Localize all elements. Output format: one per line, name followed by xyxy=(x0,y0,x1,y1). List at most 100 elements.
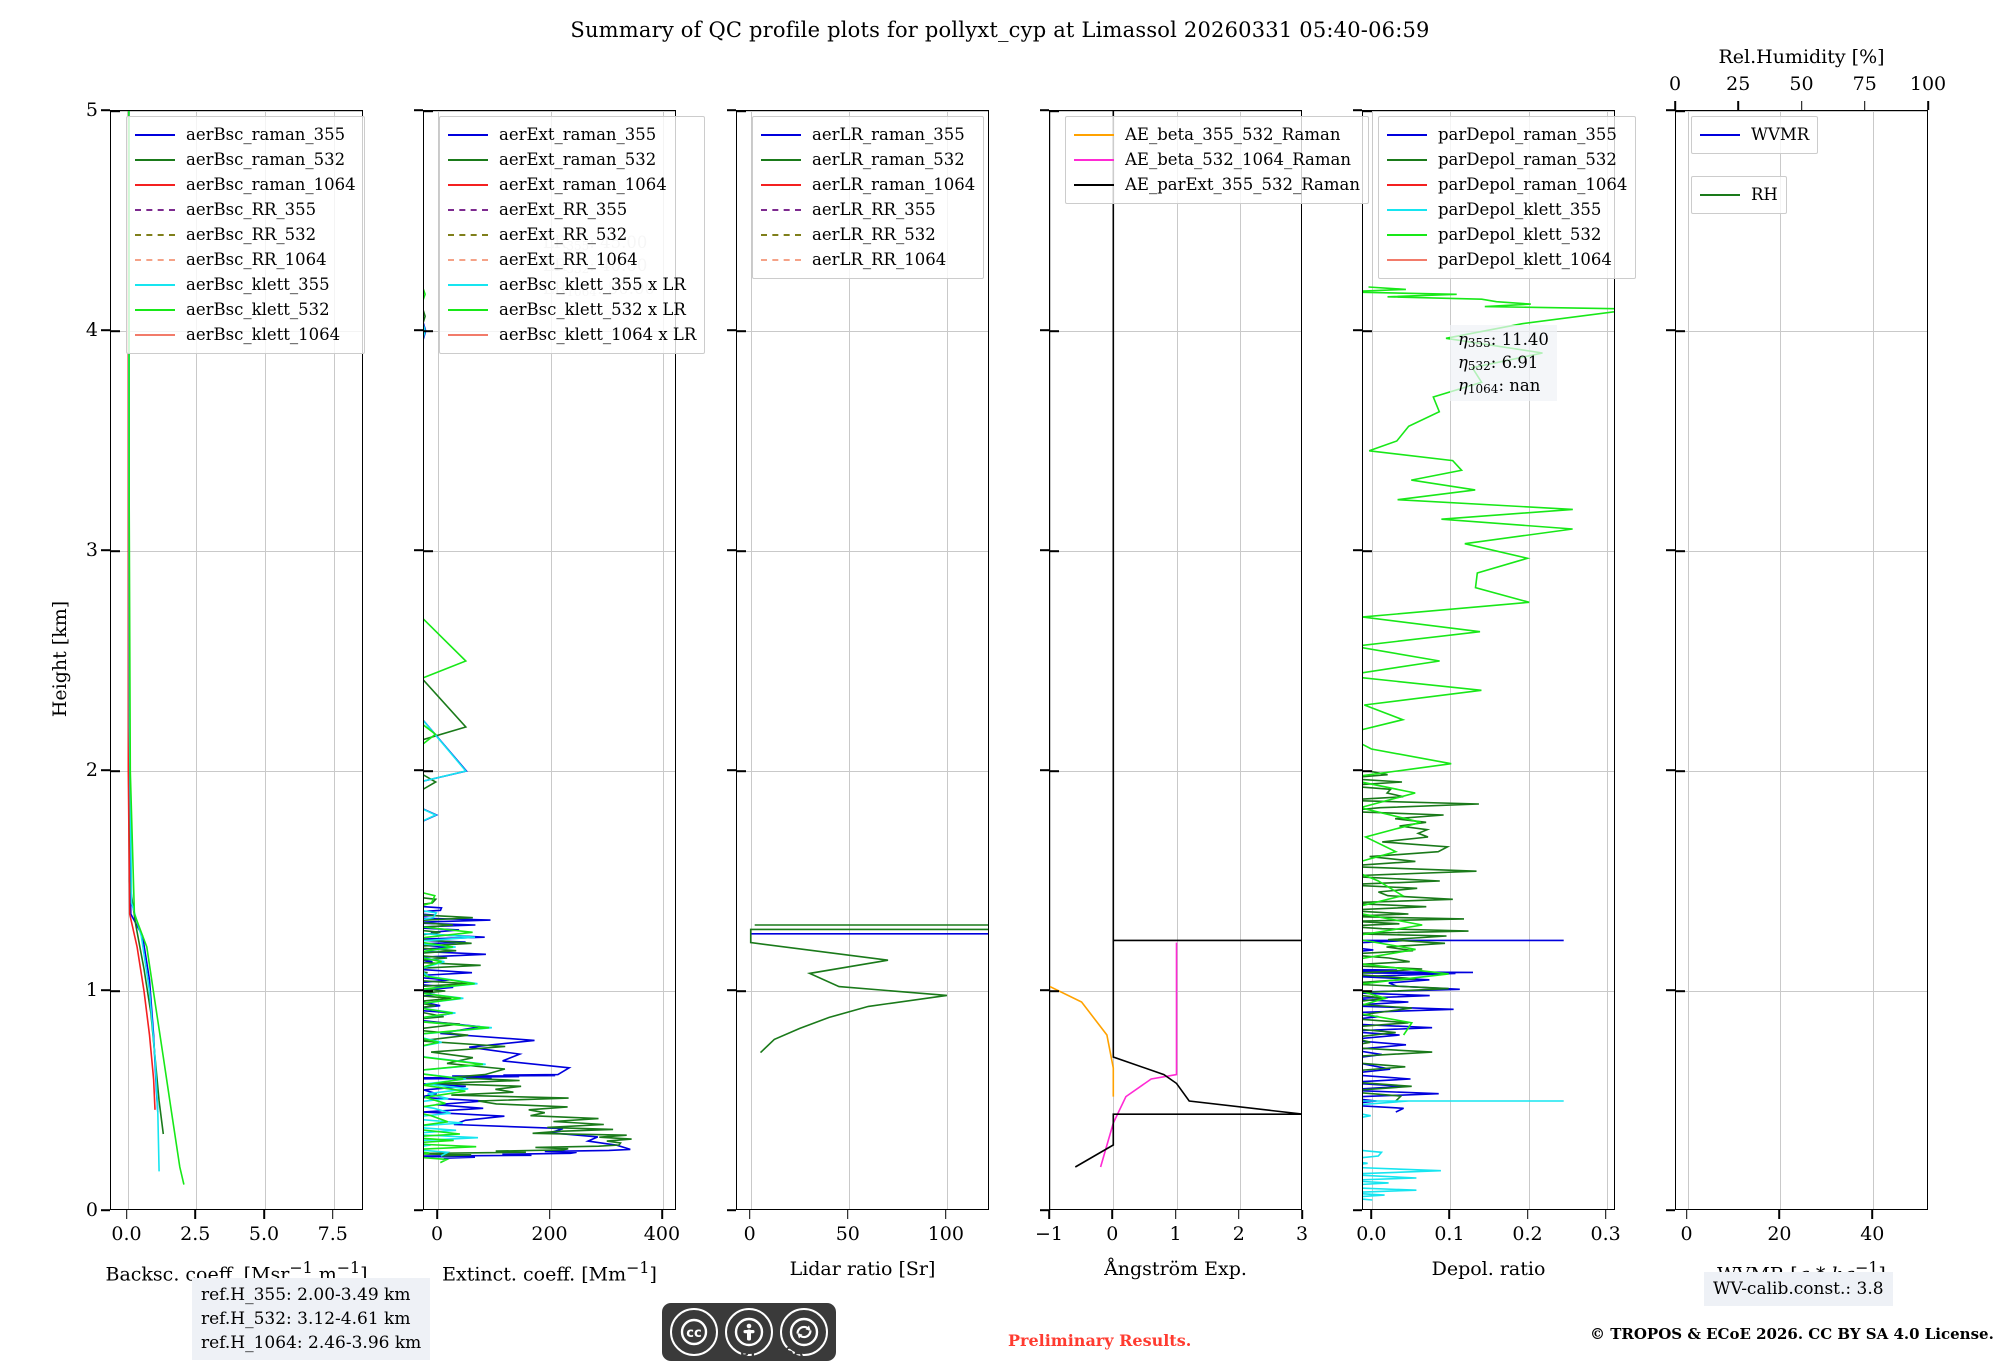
legend-item[interactable]: aerExt_raman_355 xyxy=(448,122,696,147)
legend-item[interactable]: parDepol_raman_1064 xyxy=(1387,172,1627,197)
x-tick-mark xyxy=(331,1210,334,1219)
share-alike-icon xyxy=(780,1308,828,1356)
gridline-horizontal xyxy=(1363,551,1614,552)
gridline-horizontal xyxy=(1363,991,1614,992)
cc-license-badge[interactable]: cc xyxy=(662,1303,836,1361)
x-tick-mark xyxy=(1448,1210,1451,1219)
legend-item[interactable]: parDepol_klett_1064 xyxy=(1387,247,1627,272)
y-tick-mark xyxy=(424,111,433,112)
legend-item[interactable]: aerBsc_raman_355 xyxy=(135,122,356,147)
y-tick-mark xyxy=(101,989,110,991)
legend-item[interactable]: aerLR_raman_1064 xyxy=(761,172,975,197)
legend-item[interactable]: aerExt_raman_532 xyxy=(448,147,696,172)
y-tick-label: 3 xyxy=(85,539,98,561)
x-tick-label: 50 xyxy=(835,1223,860,1245)
legend-item[interactable]: aerBsc_RR_1064 xyxy=(135,247,356,272)
legend-item[interactable]: aerExt_RR_1064 xyxy=(448,247,696,272)
y-tick-mark xyxy=(1353,329,1362,331)
legend-item-label: aerBsc_RR_1064 xyxy=(186,250,327,269)
legend-item[interactable]: AE_beta_355_532_Raman xyxy=(1074,122,1360,147)
y-tick-mark xyxy=(1040,769,1049,771)
series-layer xyxy=(424,288,632,1164)
legend-item[interactable]: parDepol_klett_355 xyxy=(1387,197,1627,222)
y-tick-mark xyxy=(1666,769,1675,771)
legend-item-label: aerBsc_raman_355 xyxy=(186,125,346,144)
legend-backscatter[interactable]: aerBsc_raman_355 aerBsc_raman_532 aerBsc_r… xyxy=(126,116,365,354)
legend-item[interactable]: aerBsc_RR_532 xyxy=(135,222,356,247)
legend-item[interactable]: aerBsc_RR_355 xyxy=(135,197,356,222)
x-tick-mark xyxy=(1778,1210,1781,1219)
legend-item[interactable]: aerLR_RR_532 xyxy=(761,222,975,247)
y-tick-mark xyxy=(424,550,433,552)
series-line xyxy=(127,111,156,1110)
legend-item[interactable]: parDepol_raman_532 xyxy=(1387,147,1627,172)
gridline-vertical xyxy=(1450,111,1452,1209)
x-tick-label: 40 xyxy=(1860,1223,1885,1245)
gridline-horizontal xyxy=(111,111,362,112)
legend-item[interactable]: AE_parExt_355_532_Raman xyxy=(1074,172,1360,197)
gridline-horizontal xyxy=(111,991,362,992)
legend-item[interactable]: aerBsc_klett_355 x LR xyxy=(448,272,696,297)
legend-item[interactable]: aerBsc_raman_1064 xyxy=(135,172,356,197)
legend-item[interactable]: aerBsc_raman_532 xyxy=(135,147,356,172)
legend-item[interactable]: aerLR_RR_1064 xyxy=(761,247,975,272)
legend-item-label: aerExt_RR_1064 xyxy=(499,250,638,269)
gridline-horizontal xyxy=(1363,111,1614,112)
legend-item[interactable]: aerBsc_klett_1064 xyxy=(135,322,356,347)
legend-item[interactable]: aerBsc_klett_355 xyxy=(135,272,356,297)
gridline-vertical xyxy=(196,111,198,1209)
x-tick-label: 2.5 xyxy=(180,1223,211,1245)
x-tick-mark xyxy=(194,1210,197,1219)
y-tick-mark xyxy=(1363,550,1372,552)
legend-item-label: aerBsc_raman_532 xyxy=(186,150,346,169)
legend-depol-ratio[interactable]: parDepol_raman_355 parDepol_raman_532 parD… xyxy=(1378,116,1637,279)
gridline-vertical xyxy=(1873,111,1875,1209)
legend-color-swatch xyxy=(135,258,175,261)
legend-extinction[interactable]: aerExt_raman_355 aerExt_raman_532 aerExt_r… xyxy=(439,116,706,354)
legend-item[interactable]: aerExt_RR_532 xyxy=(448,222,696,247)
y-tick-mark xyxy=(1353,989,1362,991)
wv-calibration-box: WV-calib.const.: 3.8 xyxy=(1704,1272,1893,1307)
legend-item[interactable]: aerLR_raman_532 xyxy=(761,147,975,172)
legend-item[interactable]: RH xyxy=(1700,182,1778,207)
top-tick-label: 75 xyxy=(1852,73,1877,95)
legend-item[interactable]: aerBsc_klett_532 x LR xyxy=(448,297,696,322)
copyright-note: © TROPOS & ECoE 2026. CC BY SA 4.0 Licen… xyxy=(1590,1325,1994,1343)
legend-item[interactable]: aerBsc_klett_1064 x LR xyxy=(448,322,696,347)
legend-item-label: aerExt_raman_1064 xyxy=(499,175,667,194)
legend-color-swatch xyxy=(1700,193,1740,196)
legend-item-label: parDepol_raman_1064 xyxy=(1438,175,1628,194)
gridline-vertical xyxy=(1780,111,1782,1209)
svg-text:cc: cc xyxy=(686,1326,701,1341)
legend-item[interactable]: aerLR_RR_355 xyxy=(761,197,975,222)
y-tick-mark xyxy=(101,329,110,331)
legend-item[interactable]: aerExt_raman_1064 xyxy=(448,172,696,197)
legend-item-label: aerBsc_raman_1064 xyxy=(186,175,356,194)
legend-item[interactable]: AE_beta_532_1064_Raman xyxy=(1074,147,1360,172)
x-tick-label: 0.0 xyxy=(1356,1223,1387,1245)
gridline-horizontal xyxy=(1676,331,1927,332)
legend-item[interactable]: aerLR_raman_355 xyxy=(761,122,975,147)
y-tick-mark xyxy=(414,989,423,991)
gridline-vertical xyxy=(1687,111,1689,1209)
legend-item[interactable]: WVMR xyxy=(1700,122,1809,147)
legend-item[interactable]: parDepol_klett_532 xyxy=(1387,222,1627,247)
legend-wvmr[interactable]: WVMR xyxy=(1691,116,1819,154)
y-tick-mark xyxy=(727,109,736,111)
legend-color-swatch xyxy=(448,233,488,236)
legend-lidar-ratio[interactable]: aerLR_raman_355 aerLR_raman_532 aerLR_rama… xyxy=(752,116,985,279)
legend-item[interactable]: aerExt_RR_355 xyxy=(448,197,696,222)
legend-angstrom[interactable]: AE_beta_355_532_Raman AE_beta_532_1064_Ra… xyxy=(1065,116,1369,204)
preliminary-results-note: Preliminary Results. xyxy=(1008,1331,1192,1350)
legend-item-label: parDepol_klett_355 xyxy=(1438,200,1602,219)
legend-color-swatch xyxy=(761,208,801,211)
gridline-vertical xyxy=(550,111,552,1209)
gridline-horizontal xyxy=(1676,111,1927,112)
legend-color-swatch xyxy=(1387,158,1427,161)
y-tick-mark xyxy=(424,330,433,332)
legend-item[interactable]: parDepol_raman_355 xyxy=(1387,122,1627,147)
gridline-vertical xyxy=(750,111,752,1209)
legend-item[interactable]: aerBsc_klett_532 xyxy=(135,297,356,322)
gridline-horizontal xyxy=(1676,991,1927,992)
legend-wvmr-rh[interactable]: RH xyxy=(1691,176,1787,214)
